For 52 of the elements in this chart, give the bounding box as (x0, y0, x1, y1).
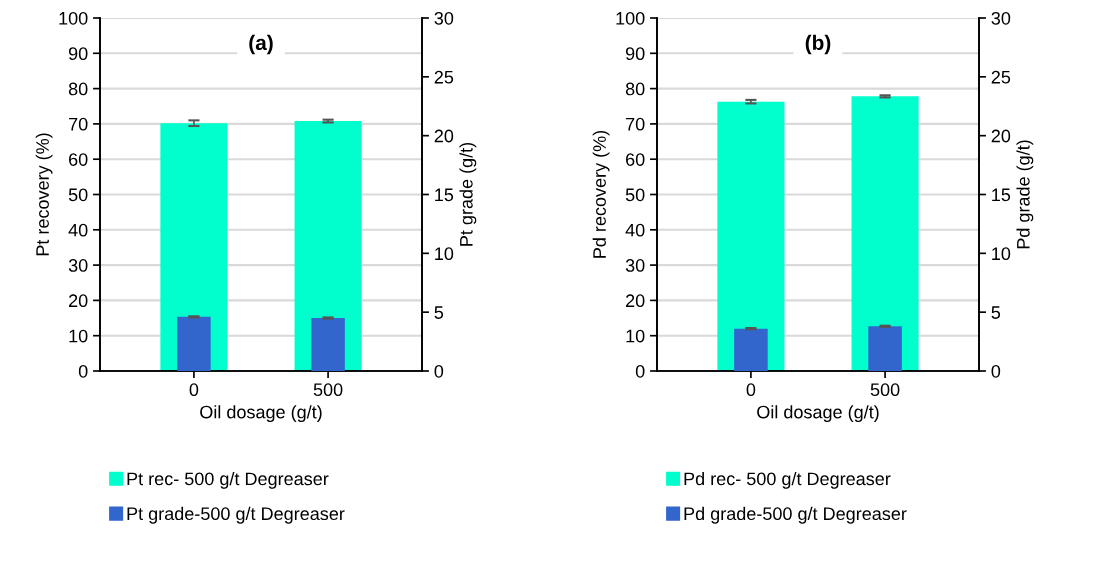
x-tick-label: 0 (746, 383, 756, 397)
y-tick-label: 80 (68, 82, 88, 96)
y2-axis-title: Pd grade (g/t) (1016, 140, 1034, 249)
y2-tick-label: 30 (991, 11, 1011, 25)
y-tick-label: 90 (68, 47, 88, 61)
y2-tick-label: 0 (991, 364, 1001, 378)
y-tick-label: 90 (625, 47, 645, 61)
x-axis-title: Oil dosage (g/t) (200, 405, 322, 423)
y-tick-label: 10 (626, 329, 645, 343)
y2-tick-label: 25 (991, 70, 1011, 84)
y2-tick-label: 15 (992, 188, 1011, 202)
y-tick-label: 40 (625, 223, 645, 237)
y-tick-label: 20 (69, 294, 88, 308)
y2-axis-title: Pt grade (g/t) (459, 142, 477, 246)
y-tick-label: 50 (68, 188, 88, 202)
y-tick-label: 30 (625, 259, 645, 272)
x-tick-label: 500 (313, 383, 343, 397)
y-tick-label: 0 (78, 364, 88, 378)
y-tick-label: 10 (69, 329, 88, 343)
legend-label: Pt rec- 500 g/t Degreaser (127, 471, 329, 489)
y-axis-title: Pt recovery (%) (35, 133, 53, 256)
y-tick-label: 60 (69, 153, 88, 166)
y2-tick-label: 15 (435, 188, 454, 202)
y2-tick-label: 20 (434, 129, 454, 143)
y-tick-label: 100 (59, 11, 88, 25)
y2-tick-label: 10 (992, 247, 1011, 261)
x-tick-label: 0 (189, 383, 199, 397)
y-tick-label: 80 (625, 82, 645, 96)
legend-label: Pd grade-500 g/t Degreaser (684, 506, 907, 524)
y-axis-title: Pd recovery (%) (592, 130, 610, 258)
y2-tick-label: 5 (991, 306, 1001, 319)
text: (a) (249, 34, 273, 55)
legend-label: Pt grade-500 g/t Degreaser (127, 506, 345, 524)
y2-tick-label: 10 (435, 247, 454, 261)
y-tick-label: 40 (68, 223, 88, 237)
y-tick-label: 50 (625, 188, 645, 202)
y-tick-label: 70 (69, 117, 88, 131)
legend-label: Pd rec- 500 g/t Degreaser (684, 471, 891, 489)
y-tick-label: 30 (68, 259, 88, 272)
y2-tick-label: 20 (991, 129, 1011, 143)
y-tick-label: 0 (635, 364, 645, 378)
y-tick-label: 100 (616, 11, 645, 25)
y2-tick-label: 0 (434, 364, 444, 378)
text: (b) (805, 34, 831, 55)
y-tick-label: 60 (626, 153, 645, 166)
y-tick-label: 20 (626, 294, 645, 308)
x-axis-title: Oil dosage (g/t) (757, 405, 879, 423)
x-tick-label: 500 (870, 383, 900, 397)
y2-tick-label: 25 (434, 70, 454, 84)
y2-tick-label: 30 (434, 11, 454, 25)
y2-tick-label: 5 (434, 306, 444, 319)
y-tick-label: 70 (626, 117, 645, 131)
